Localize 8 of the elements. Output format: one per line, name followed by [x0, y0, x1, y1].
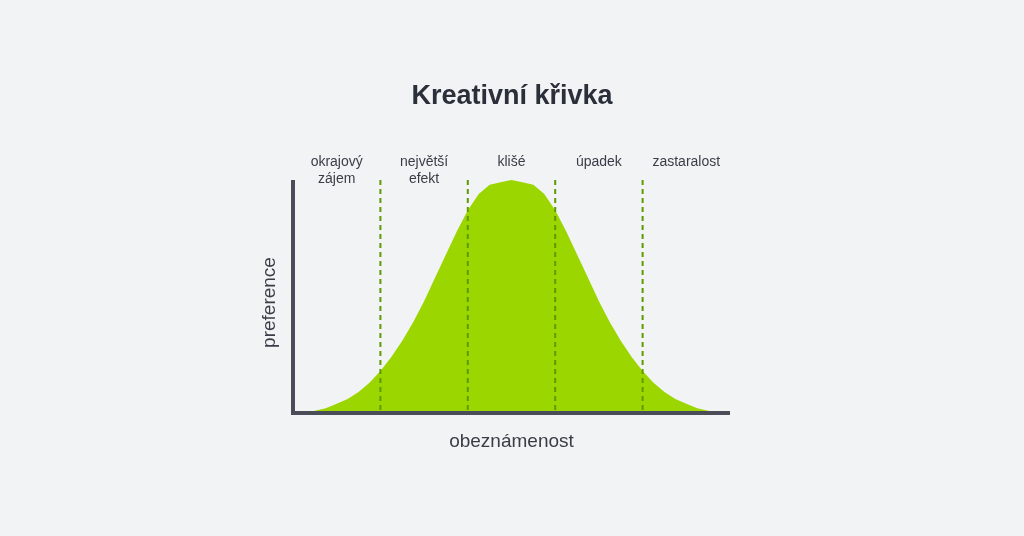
text: klišé [497, 153, 526, 169]
annotation: okrajový zájem [310, 153, 363, 186]
text: zastaralost [652, 153, 721, 169]
y-axis-title: preference [258, 257, 279, 348]
annotation: největší efekt [399, 153, 449, 186]
x-axis-title: obeznámenost [449, 430, 575, 451]
text: úpadek [575, 153, 623, 169]
chart-title: Kreativní křivka [411, 80, 614, 110]
